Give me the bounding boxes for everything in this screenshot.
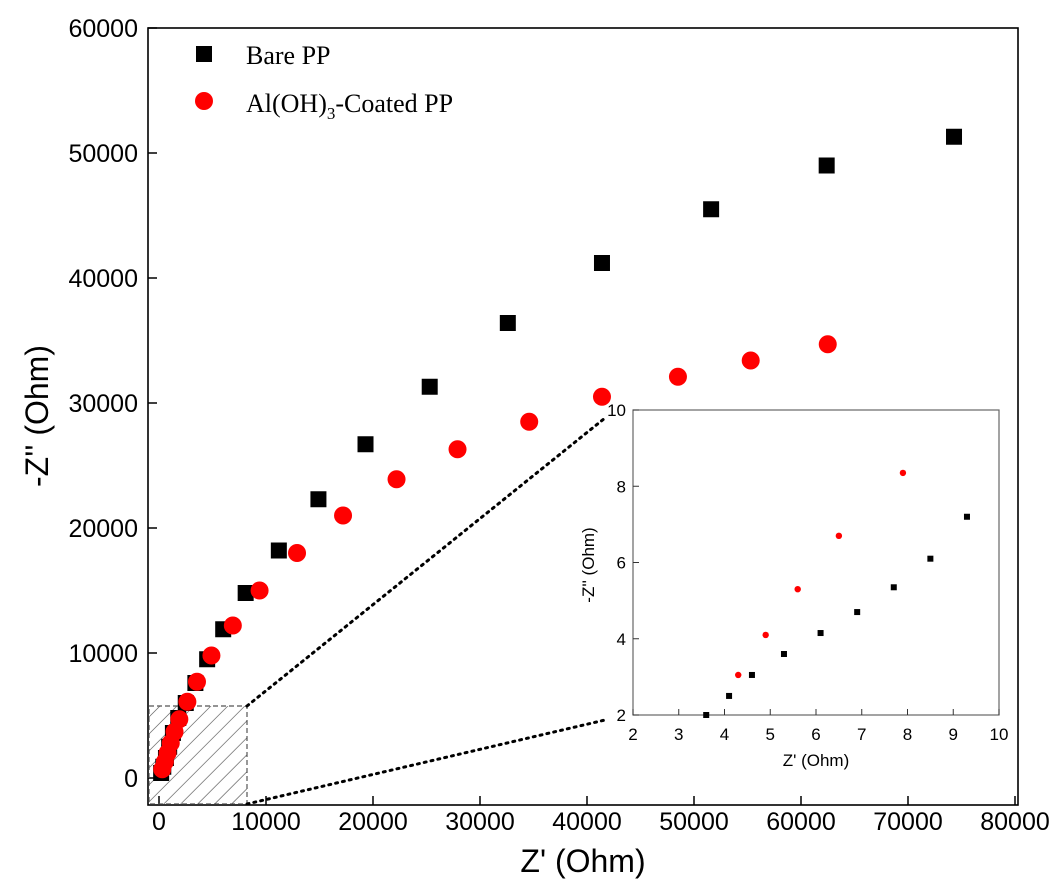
main-series-aloh3-coated-pp	[153, 335, 837, 779]
main-y-axis-ticks: 0 10000 20000 30000 40000 50000 60000	[68, 15, 157, 793]
legend-label-aloh3-main: Al(OH)	[246, 89, 327, 118]
inset-point-aloh3-coated-pp	[762, 631, 769, 639]
main-point-bare-pp	[703, 201, 720, 218]
main-point-aloh3-coated-pp	[668, 367, 687, 386]
legend-marker-aloh3-coated-pp	[195, 92, 213, 110]
inset-point-aloh3-coated-pp	[835, 532, 843, 540]
legend-label-aloh3-coated-pp: Al(OH)3-Coated PP	[246, 89, 453, 123]
inset-point-bare-pp	[890, 584, 897, 591]
inset-point-aloh3-coated-pp	[899, 469, 907, 477]
main-point-aloh3-coated-pp	[178, 692, 197, 711]
inset-point-bare-pp	[927, 555, 934, 562]
main-point-aloh3-coated-pp	[250, 581, 269, 600]
main-point-aloh3-coated-pp	[520, 412, 539, 431]
main-point-bare-pp	[421, 378, 438, 395]
inset-y-tick-label: 6	[617, 554, 626, 573]
main-y-tick-label: 50000	[68, 140, 138, 168]
inset-point-bare-pp	[963, 513, 970, 520]
main-point-aloh3-coated-pp	[448, 440, 467, 459]
inset-x-tick-label: 9	[949, 725, 958, 744]
main-point-aloh3-coated-pp	[202, 646, 221, 665]
main-x-tick-label: 50000	[659, 808, 729, 836]
main-point-bare-pp	[946, 128, 963, 145]
legend-label-aloh3-tail: -Coated PP	[335, 89, 453, 118]
main-point-aloh3-coated-pp	[387, 470, 406, 489]
inset-x-tick-label: 6	[811, 725, 820, 744]
inset-y-axis-ticks: 2 4 6 8 10	[607, 401, 639, 725]
inset-point-bare-pp	[726, 692, 733, 699]
main-point-bare-pp	[593, 255, 610, 271]
inset-point-bare-pp	[703, 712, 710, 718]
main-x-axis-label: Z' (Ohm)	[520, 843, 645, 879]
main-x-tick-label: 20000	[338, 808, 408, 836]
main-x-tick-label: 40000	[552, 808, 622, 836]
inset-x-tick-label: 8	[903, 725, 912, 744]
main-x-axis-ticks: 0 10000 20000 30000 40000 50000 60000 70000 8000…	[152, 796, 1050, 836]
main-point-aloh3-coated-pp	[818, 335, 837, 354]
inset-point-aloh3-coated-pp	[735, 671, 742, 679]
main-point-aloh3-coated-pp	[187, 672, 206, 691]
inset-x-axis-ticks: 2 3 4 5 6 7 8 9 10	[628, 709, 1008, 744]
main-point-aloh3-coated-pp	[334, 506, 353, 525]
legend-label-bare-pp: Bare PP	[246, 41, 331, 70]
inset-series-aloh3-coated-pp	[735, 469, 907, 679]
inset-y-tick-label: 8	[617, 477, 626, 496]
inset-x-tick-label: 5	[766, 725, 775, 744]
main-point-aloh3-coated-pp	[223, 616, 242, 635]
inset-x-axis-label: Z' (Ohm)	[783, 751, 850, 770]
main-plot-area	[147, 27, 1019, 806]
main-point-bare-pp	[270, 542, 287, 559]
inset-point-bare-pp	[748, 671, 755, 678]
main-x-tick-label: 80000	[980, 808, 1050, 836]
inset-point-aloh3-coated-pp	[794, 585, 801, 593]
main-point-bare-pp	[237, 585, 254, 601]
main-y-tick-label: 60000	[68, 15, 138, 43]
main-x-tick-label: 60000	[766, 808, 836, 836]
legend-label-aloh3-subscript: 3	[327, 104, 336, 123]
main-x-tick-label: 10000	[231, 808, 301, 836]
main-point-bare-pp	[310, 491, 327, 508]
main-point-aloh3-coated-pp	[741, 351, 760, 370]
main-x-tick-label: 70000	[873, 808, 943, 836]
inset-series-bare-pp	[703, 513, 970, 718]
zoom-connector-bottom	[245, 718, 607, 806]
inset-plot-area	[632, 409, 1000, 716]
inset-y-tick-label: 2	[617, 706, 626, 725]
legend: Bare PP Al(OH)3-Coated PP	[195, 41, 453, 123]
inset-x-tick-label: 10	[990, 725, 1009, 744]
main-y-axis-label: -Z'' (Ohm)	[19, 345, 55, 487]
inset-y-axis-label: -Z'' (Ohm)	[579, 527, 598, 602]
main-y-tick-label: 0	[124, 765, 138, 793]
inset-point-bare-pp	[854, 609, 861, 616]
main-point-aloh3-coated-pp	[170, 710, 189, 729]
inset-y-tick-label: 4	[617, 630, 626, 649]
main-y-tick-label: 40000	[68, 265, 138, 293]
main-x-tick-label: 0	[152, 808, 166, 836]
inset-x-tick-label: 4	[720, 725, 729, 744]
inset-x-tick-label: 3	[674, 725, 683, 744]
main-y-tick-label: 20000	[68, 515, 138, 543]
main-y-tick-label: 10000	[68, 640, 138, 668]
inset-x-tick-label: 2	[628, 725, 637, 744]
main-point-bare-pp	[818, 157, 835, 174]
inset-x-tick-label: 7	[857, 725, 866, 744]
main-point-aloh3-coated-pp	[592, 387, 611, 406]
main-x-tick-label: 30000	[445, 808, 515, 836]
main-point-aloh3-coated-pp	[288, 544, 307, 562]
legend-marker-bare-pp	[196, 46, 212, 62]
zoom-connector-top	[245, 416, 607, 708]
main-y-tick-label: 30000	[68, 390, 138, 418]
main-point-bare-pp	[357, 436, 374, 453]
inset-point-bare-pp	[780, 651, 787, 657]
inset-point-bare-pp	[817, 630, 824, 637]
main-point-bare-pp	[499, 315, 516, 331]
inset-y-tick-label: 10	[607, 401, 626, 420]
